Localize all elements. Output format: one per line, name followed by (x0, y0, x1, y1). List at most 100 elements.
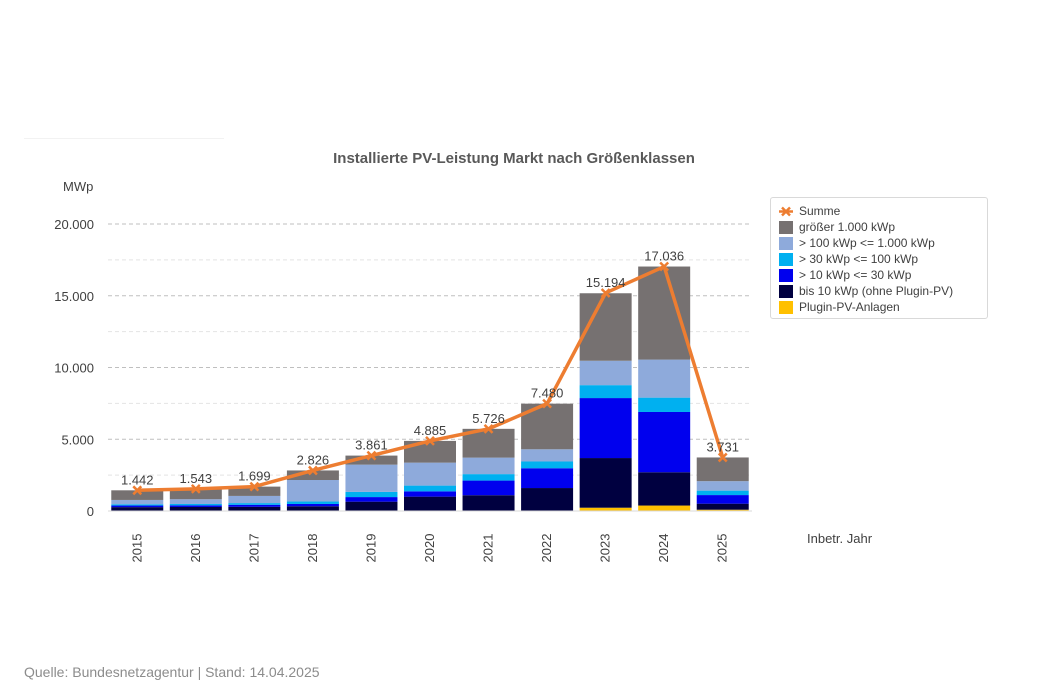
sum-labels: 1.442 1.543 1.699 2.826 3.861 4.885 5.726 7.480… (121, 249, 739, 488)
bar-segment (638, 472, 691, 506)
legend: Summe größer 1.000 kWp > 100 kWp <= 1.000 … (770, 197, 988, 319)
sum-data-label: 4.885 (414, 423, 447, 438)
bar-segment (579, 360, 632, 386)
y-tick-label: 0 (87, 504, 94, 519)
x-tick-label: 2022 (539, 534, 554, 563)
bar-segment (169, 505, 222, 507)
bar-segment (579, 398, 632, 459)
bar-segment (579, 385, 632, 399)
legend-label: Summe (799, 204, 841, 218)
legend-item: größer 1.000 kWp (779, 219, 987, 235)
legend-item: Summe (779, 203, 987, 219)
bar-segment (111, 504, 164, 506)
bar-segment (579, 458, 632, 508)
sum-data-label: 1.442 (121, 472, 154, 487)
bar-segment (286, 470, 339, 481)
bar-segment (111, 490, 164, 500)
x-axis-label: Inbetr. Jahr (807, 531, 873, 546)
legend-item: > 100 kWp <= 1.000 kWp (779, 235, 987, 251)
bar-segment (696, 481, 749, 491)
sum-point (717, 452, 728, 463)
bar-segment (286, 480, 339, 502)
sum-data-label: 1.543 (180, 471, 213, 486)
bar-segment (169, 503, 222, 506)
bar-segment (462, 457, 515, 475)
legend-swatch (779, 252, 793, 266)
bar-segment (462, 474, 515, 481)
bar-segment (696, 495, 749, 504)
sum-data-label: 5.726 (472, 411, 505, 426)
bar-segment (228, 503, 281, 505)
legend-swatch (779, 284, 793, 298)
sum-point (190, 483, 201, 494)
legend-swatch (779, 236, 793, 250)
sum-data-label: 7.480 (531, 386, 564, 401)
x-tick-label: 2015 (129, 534, 144, 563)
bar-segment (404, 462, 456, 486)
sum-data-label: 3.861 (355, 438, 388, 453)
x-tick-label: 2021 (481, 534, 496, 563)
bar-segment (404, 485, 456, 492)
bar-segment (111, 499, 164, 505)
bar-segment (696, 490, 749, 496)
legend-item: > 10 kWp <= 30 kWp (779, 267, 987, 283)
y-tick-label: 20.000 (54, 217, 94, 232)
bar-segment (696, 503, 749, 510)
bar-segment (638, 359, 691, 398)
bar-segment (404, 496, 456, 511)
bar-segment (521, 449, 574, 462)
legend-label: größer 1.000 kWp (799, 220, 896, 234)
bar-segment (462, 495, 515, 511)
bar-segment (228, 495, 281, 504)
bar-segment (345, 455, 398, 465)
chart-title: Installierte PV-Leistung Markt nach Größ… (333, 150, 695, 167)
sum-point (308, 465, 318, 476)
sum-line-layer (132, 261, 728, 496)
source-note: Quelle: Bundesnetzagentur | Stand: 14.04… (24, 664, 320, 680)
bar-segment (345, 464, 398, 492)
y-tick-label: 5.000 (61, 432, 94, 447)
sum-point (659, 261, 670, 272)
legend-swatch (779, 268, 793, 282)
bar-segment (696, 457, 749, 482)
legend-item: > 30 kWp <= 100 kWp (779, 251, 987, 267)
legend-swatch (779, 300, 793, 314)
bar-segment (228, 486, 281, 496)
legend-label: > 100 kWp <= 1.000 kWp (799, 236, 935, 250)
bar-segment (111, 505, 164, 508)
legend-label: bis 10 kWp (ohne Plugin-PV) (799, 284, 954, 298)
bar-segment (345, 491, 398, 498)
sum-point (542, 398, 552, 409)
x-tick-label: 2025 (715, 534, 730, 563)
bar-segment (404, 491, 456, 497)
legend-line-marker-icon (779, 205, 793, 218)
bar-segment (638, 411, 691, 473)
bar-segment (169, 499, 222, 504)
legend-label: > 10 kWp <= 30 kWp (799, 268, 912, 282)
x-tick-label: 2016 (188, 534, 203, 563)
legend-label: Plugin-PV-Anlagen (799, 300, 900, 314)
bar-segment (404, 440, 456, 463)
bar-segment (228, 506, 281, 511)
bar-segment (521, 468, 574, 489)
x-tick-label: 2020 (422, 534, 437, 563)
x-tick-label: 2023 (598, 534, 613, 563)
bar-segment (638, 397, 691, 412)
top-divider (24, 138, 224, 139)
legend-item: bis 10 kWp (ohne Plugin-PV) (779, 283, 987, 299)
legend-swatch (779, 220, 793, 234)
bar-segment (521, 461, 574, 469)
sum-point (132, 485, 143, 496)
sum-point (425, 436, 435, 446)
bar-segment (462, 480, 515, 496)
y-tick-label: 10.000 (54, 361, 94, 376)
sum-point (366, 450, 377, 461)
sum-data-label: 1.699 (238, 469, 271, 484)
x-tick-label: 2019 (363, 534, 378, 563)
legend-label: > 30 kWp <= 100 kWp (799, 252, 919, 266)
bar-segment (521, 488, 574, 511)
bar-segment (696, 509, 749, 511)
y-axis-label: MWp (63, 179, 93, 194)
sum-data-label: 2.826 (297, 452, 330, 467)
